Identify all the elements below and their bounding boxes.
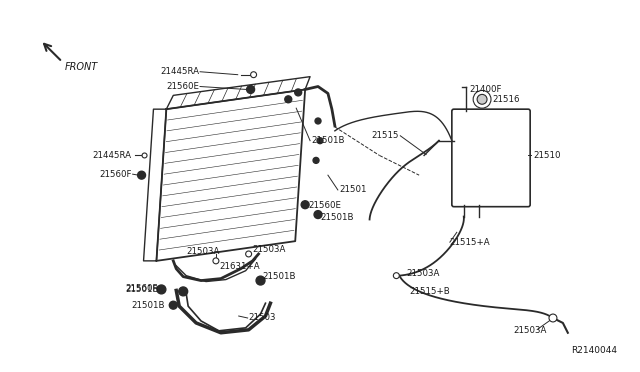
Circle shape bbox=[301, 201, 309, 209]
Text: FRONT: FRONT bbox=[64, 62, 97, 72]
Text: 21515: 21515 bbox=[372, 131, 399, 140]
Circle shape bbox=[138, 171, 145, 179]
Text: 21501B: 21501B bbox=[262, 272, 296, 281]
Text: 21501B: 21501B bbox=[311, 136, 344, 145]
Text: 21560F: 21560F bbox=[125, 284, 157, 293]
Text: 21631+A: 21631+A bbox=[219, 262, 259, 271]
Circle shape bbox=[246, 251, 252, 257]
Text: 21560E: 21560E bbox=[166, 82, 199, 91]
Text: 21503A: 21503A bbox=[513, 326, 547, 335]
Text: 21515+B: 21515+B bbox=[409, 287, 450, 296]
Circle shape bbox=[314, 211, 322, 218]
Circle shape bbox=[142, 153, 147, 158]
Circle shape bbox=[295, 89, 301, 96]
Circle shape bbox=[549, 314, 557, 322]
Text: 21501B: 21501B bbox=[125, 285, 159, 294]
Text: 21560E: 21560E bbox=[308, 201, 341, 210]
Circle shape bbox=[213, 258, 219, 264]
Text: 21445RA: 21445RA bbox=[160, 67, 199, 76]
Circle shape bbox=[256, 276, 265, 285]
Text: 21510: 21510 bbox=[533, 151, 561, 160]
Text: 21400F: 21400F bbox=[470, 85, 502, 94]
Circle shape bbox=[317, 138, 323, 144]
Text: 21503A: 21503A bbox=[186, 247, 220, 256]
Circle shape bbox=[246, 86, 255, 93]
Circle shape bbox=[170, 301, 177, 309]
Text: R2140044: R2140044 bbox=[572, 346, 618, 355]
Circle shape bbox=[477, 94, 487, 104]
Circle shape bbox=[285, 96, 292, 103]
Text: 21516: 21516 bbox=[492, 95, 520, 104]
Text: 21515+A: 21515+A bbox=[449, 238, 490, 247]
Circle shape bbox=[473, 90, 491, 108]
Text: 21560F: 21560F bbox=[99, 170, 132, 179]
Text: 21503: 21503 bbox=[248, 314, 276, 323]
Text: 21501: 21501 bbox=[340, 185, 367, 195]
Text: 21503A: 21503A bbox=[406, 269, 440, 278]
Circle shape bbox=[179, 287, 188, 296]
Circle shape bbox=[313, 157, 319, 163]
Text: 21501B: 21501B bbox=[131, 301, 164, 310]
Circle shape bbox=[251, 72, 257, 78]
Text: 21501B: 21501B bbox=[320, 213, 353, 222]
Circle shape bbox=[394, 273, 399, 279]
Circle shape bbox=[157, 285, 166, 294]
Text: 21503A: 21503A bbox=[253, 244, 286, 254]
Circle shape bbox=[315, 118, 321, 124]
Text: 21445RA: 21445RA bbox=[93, 151, 132, 160]
